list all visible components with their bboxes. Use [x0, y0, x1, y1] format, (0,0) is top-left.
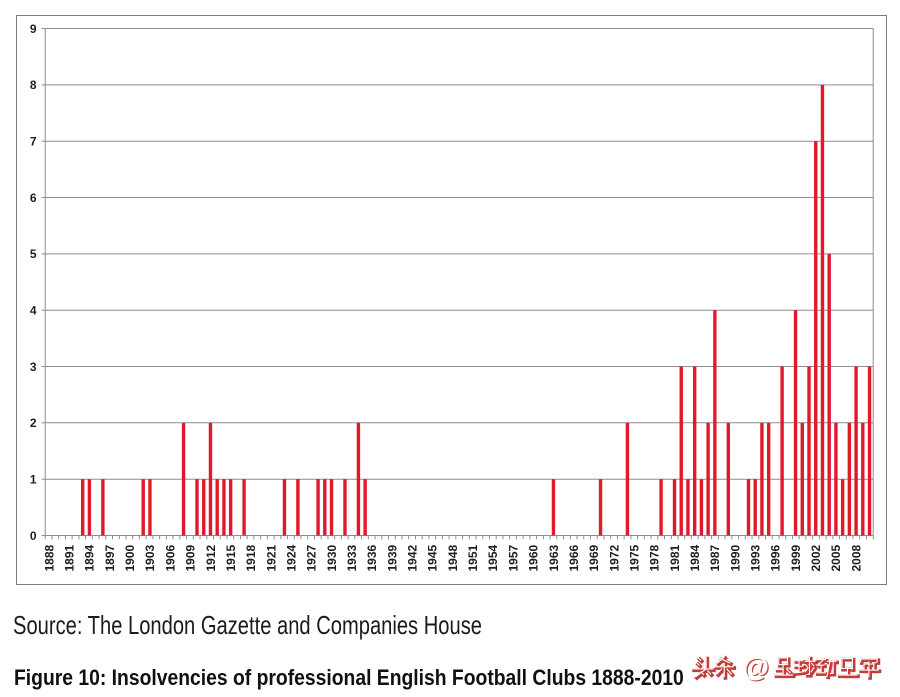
svg-text:1951: 1951	[466, 544, 480, 571]
svg-text:7: 7	[30, 135, 37, 149]
svg-text:1927: 1927	[305, 544, 319, 571]
svg-text:1900: 1900	[123, 544, 137, 571]
svg-text:1954: 1954	[486, 544, 500, 571]
svg-text:1918: 1918	[244, 544, 258, 571]
svg-text:1939: 1939	[385, 544, 399, 571]
svg-text:1957: 1957	[506, 544, 520, 571]
svg-text:1912: 1912	[204, 544, 218, 571]
svg-text:@: @	[744, 653, 770, 683]
svg-text:1909: 1909	[184, 544, 198, 571]
svg-text:3: 3	[30, 360, 37, 374]
svg-text:1: 1	[30, 473, 37, 487]
svg-text:1930: 1930	[325, 544, 339, 571]
svg-text:5: 5	[30, 247, 37, 261]
svg-text:1906: 1906	[163, 544, 177, 571]
svg-text:1984: 1984	[688, 544, 702, 571]
svg-text:1981: 1981	[668, 544, 682, 571]
svg-text:1996: 1996	[769, 544, 783, 571]
svg-text:1993: 1993	[749, 544, 763, 571]
svg-text:1897: 1897	[103, 544, 117, 571]
svg-text:2008: 2008	[849, 544, 863, 571]
svg-text:4: 4	[30, 304, 37, 318]
svg-text:1987: 1987	[708, 544, 722, 571]
svg-text:1915: 1915	[224, 544, 238, 571]
svg-text:1942: 1942	[406, 544, 420, 571]
svg-text:1990: 1990	[728, 544, 742, 571]
svg-text:1960: 1960	[527, 544, 541, 571]
svg-text:1891: 1891	[63, 544, 77, 571]
svg-text:1903: 1903	[143, 544, 157, 571]
svg-text:1969: 1969	[587, 544, 601, 571]
svg-text:2002: 2002	[809, 544, 823, 571]
svg-text:1966: 1966	[567, 544, 581, 571]
svg-text:1999: 1999	[789, 544, 803, 571]
svg-text:1921: 1921	[264, 544, 278, 571]
svg-text:1978: 1978	[648, 544, 662, 571]
svg-text:2: 2	[30, 416, 37, 430]
svg-text:1945: 1945	[426, 544, 440, 571]
svg-text:2005: 2005	[829, 544, 843, 571]
svg-text:1963: 1963	[547, 544, 561, 571]
svg-text:8: 8	[30, 78, 37, 92]
svg-text:1933: 1933	[345, 544, 359, 571]
svg-text:0: 0	[30, 529, 37, 543]
svg-text:1948: 1948	[446, 544, 460, 571]
svg-text:1975: 1975	[627, 544, 641, 571]
svg-text:1894: 1894	[83, 544, 97, 571]
svg-text:1972: 1972	[607, 544, 621, 571]
svg-text:6: 6	[30, 191, 37, 205]
svg-text:1924: 1924	[284, 544, 298, 571]
svg-text:1888: 1888	[42, 544, 56, 571]
svg-text:1936: 1936	[365, 544, 379, 571]
svg-text:9: 9	[30, 22, 37, 36]
svg-text:@: @	[743, 652, 769, 682]
